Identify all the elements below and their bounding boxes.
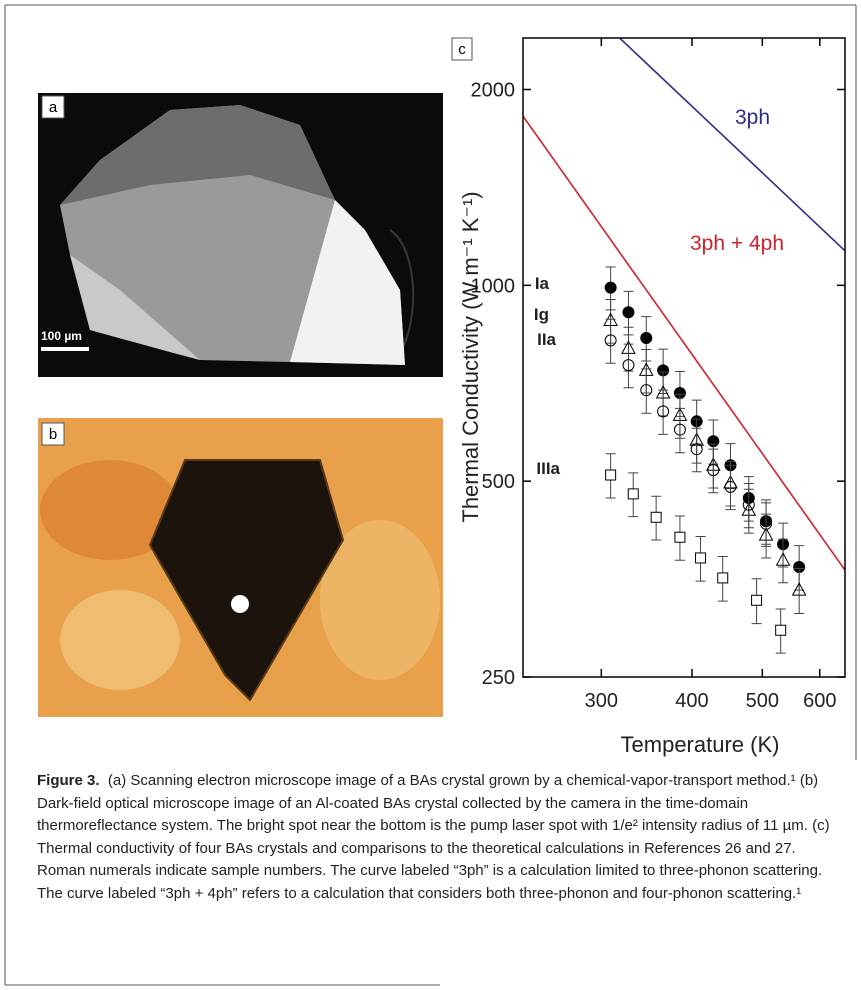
panel-b: b (38, 418, 443, 717)
curve (523, 116, 845, 570)
point (696, 553, 706, 563)
error-bar (658, 390, 668, 434)
caption-text: (a) Scanning electron microscope image o… (37, 772, 830, 902)
point (623, 307, 634, 318)
texture (60, 590, 180, 690)
y-tick-label: 250 (482, 667, 515, 689)
y-tick-label: 2000 (471, 80, 516, 102)
x-tick-label: 400 (675, 690, 708, 712)
error-bar (692, 428, 702, 471)
y-axis-label: Thermal Conductivity (W m⁻¹ K⁻¹) (458, 191, 483, 522)
series-label: Ig (534, 305, 549, 324)
panel-label: c (458, 41, 466, 58)
panel-a: a 100 µm (38, 93, 443, 377)
point (628, 489, 638, 499)
point (752, 595, 762, 605)
point (718, 573, 728, 583)
caption-label: Figure 3. (37, 772, 100, 789)
panel-label: b (49, 426, 57, 443)
curve (620, 38, 845, 251)
point (606, 470, 616, 480)
point (605, 282, 616, 293)
error-bar (623, 344, 633, 388)
caption: Figure 3. (a) Scanning electron microsco… (37, 770, 845, 905)
y-tick-label: 500 (482, 471, 515, 493)
series-label: 3ph (735, 106, 770, 129)
x-axis-label: Temperature (K) (621, 732, 780, 757)
point (776, 625, 786, 635)
series-label: Ia (535, 274, 550, 293)
plot-frame (523, 38, 845, 677)
point (675, 532, 685, 542)
scale-bar-label: 100 µm (41, 329, 82, 343)
series-label: IIa (537, 330, 556, 349)
error-bar (708, 449, 718, 493)
x-tick-label: 300 (585, 690, 618, 712)
point (641, 332, 652, 343)
page: { "panels": { "a": {"label": "a", "scale… (0, 0, 861, 990)
data-layer (523, 38, 845, 653)
point (651, 512, 661, 522)
panel-label: a (49, 99, 58, 116)
series-label: IIIa (536, 459, 560, 478)
series-label: 3ph + 4ph (690, 232, 784, 255)
laser-spot (231, 595, 249, 613)
x-tick-label: 500 (746, 690, 779, 712)
scale-bar (41, 347, 89, 351)
error-bar (794, 569, 804, 614)
x-tick-label: 600 (803, 690, 836, 712)
